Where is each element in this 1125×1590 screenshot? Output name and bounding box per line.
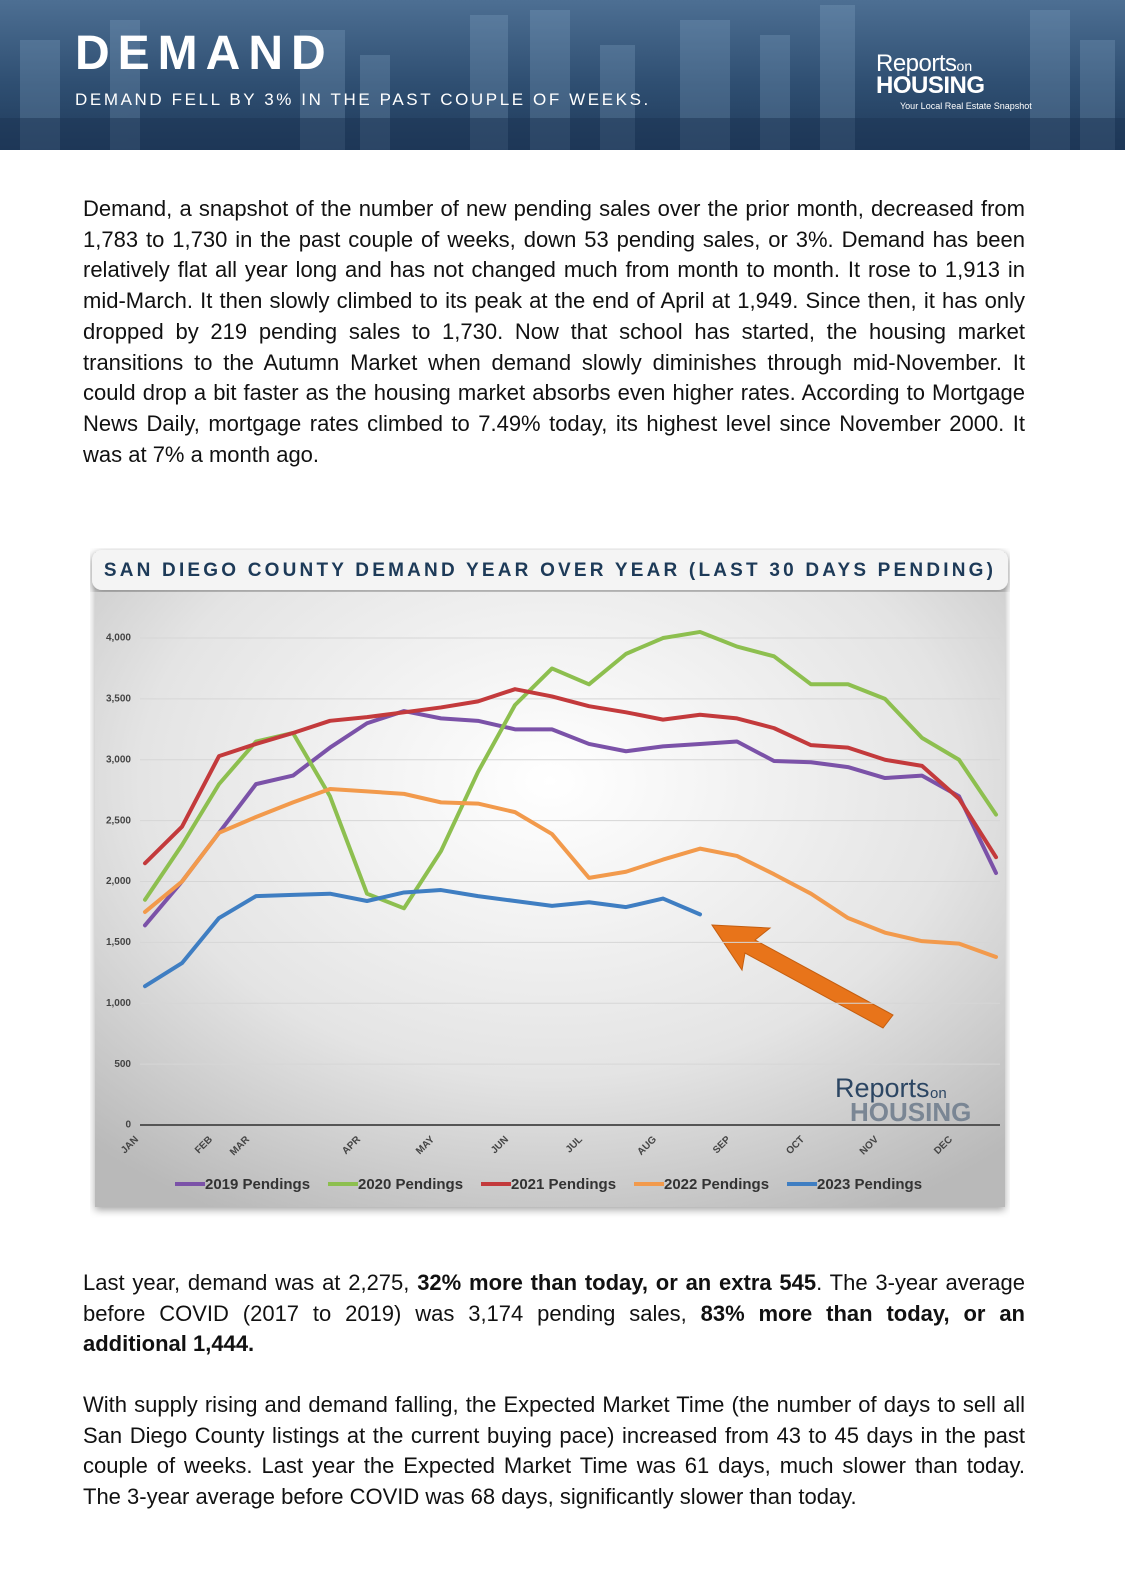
logo-tagline: Your Local Real Estate Snapshot	[900, 101, 1032, 111]
bold-text: 83% more than today, or an additional 1,…	[83, 1300, 1025, 1357]
chart-title-bar	[92, 550, 1008, 590]
y-tick-label: 500	[114, 1059, 131, 1070]
watermark-brand: Reports	[835, 1073, 930, 1103]
logo-on: on	[956, 58, 973, 74]
skyline	[0, 5, 1125, 150]
y-tick-label: 3,500	[106, 694, 131, 705]
header-title: DEMAND	[75, 27, 334, 80]
y-tick-label: 3,000	[106, 754, 131, 765]
series-line	[143, 687, 998, 866]
annotation-arrow	[711, 924, 894, 1029]
y-tick-label: 1,000	[106, 998, 131, 1009]
bold-text: 32% more than today, or an extra 545	[417, 1270, 817, 1295]
logo-brand: Reports	[876, 50, 957, 77]
legend-label: 2023 Pendings	[817, 1176, 922, 1193]
y-tick-label: 2,000	[106, 876, 131, 887]
series-line	[143, 709, 998, 928]
header-subtitle: DEMAND FELL BY 3% IN THE PAST COUPLE OF …	[75, 90, 651, 109]
watermark-housing: HOUSING	[850, 1097, 971, 1127]
header: DEMAND DEMAND FELL BY 3% IN THE PAST COU…	[0, 0, 1125, 150]
text: With supply rising and demand falling, t…	[83, 1392, 1025, 1510]
series-line	[143, 786, 998, 959]
text: . The 3-year average before COVID (2017 …	[83, 1270, 1026, 1326]
logo-housing: HOUSING	[876, 72, 985, 99]
text: Demand, a snapshot of the number of new …	[83, 196, 1025, 467]
watermark-on: on	[930, 1085, 947, 1102]
y-tick-label: 1,500	[106, 937, 131, 948]
logo: Reportson HOUSING Your Local Real Estate…	[876, 50, 1036, 111]
paragraph: With supply rising and demand falling, t…	[83, 1390, 1025, 1513]
legend-label: 2021 Pendings	[511, 1176, 616, 1193]
legend-label: 2022 Pendings	[664, 1176, 769, 1193]
y-tick-label: 2,500	[106, 815, 131, 826]
legend-label: 2020 Pendings	[358, 1176, 463, 1193]
y-tick-label: 4,000	[106, 633, 131, 644]
chart-title: SAN DIEGO COUNTY DEMAND YEAR OVER YEAR (…	[104, 560, 996, 581]
series-line	[143, 888, 702, 989]
chart: SAN DIEGO COUNTY DEMAND YEAR OVER YEAR (…	[92, 550, 1008, 1207]
legend-label: 2019 Pendings	[205, 1176, 310, 1193]
paragraph: Last year, demand was at 2,275, 32% more…	[83, 1268, 1025, 1360]
y-tick-label: 0	[125, 1120, 131, 1131]
chart-background	[95, 552, 1005, 1207]
watermark: Reports on HOUSING	[835, 1073, 971, 1127]
text: Last year, demand was at 2,275,	[83, 1270, 418, 1295]
paragraph: Demand, a snapshot of the number of new …	[83, 194, 1025, 470]
